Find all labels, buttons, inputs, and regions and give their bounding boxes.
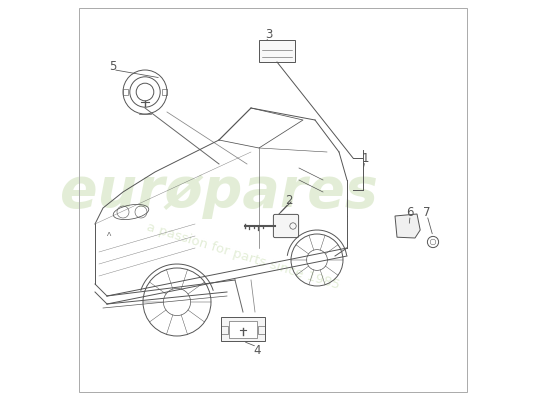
Text: 1: 1 [361, 152, 369, 164]
Text: 5: 5 [109, 60, 117, 72]
Bar [229, 321, 257, 338]
Text: 2: 2 [285, 194, 293, 206]
Text: 6: 6 [406, 206, 414, 218]
Bar [221, 317, 265, 341]
Bar [221, 326, 228, 334]
Polygon shape [395, 214, 420, 238]
Bar [162, 89, 167, 95]
Bar [259, 40, 295, 62]
Text: Λ: Λ [107, 232, 111, 236]
Text: eurøpares: eurøpares [60, 165, 378, 219]
FancyBboxPatch shape [273, 214, 299, 238]
Bar [123, 89, 128, 95]
Text: 3: 3 [265, 28, 273, 40]
Text: 7: 7 [424, 206, 431, 218]
Text: a passion for parts since 1985: a passion for parts since 1985 [145, 220, 341, 292]
Text: 4: 4 [253, 344, 261, 356]
Bar [258, 326, 265, 334]
